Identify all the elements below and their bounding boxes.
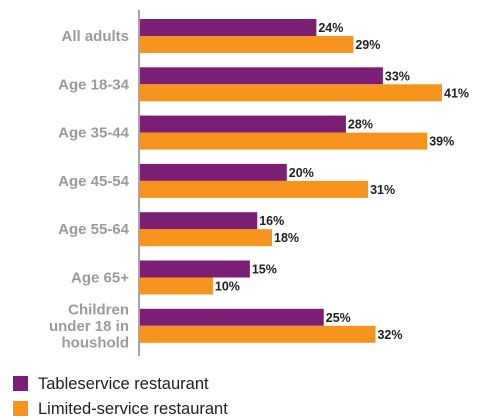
category-label-line: Age 55-64 — [58, 221, 130, 238]
category-label-5: Age 65+ — [71, 270, 129, 287]
bar-limited-service-0 — [139, 36, 354, 53]
value-label-tableservice-5: 15% — [252, 263, 277, 277]
bar-limited-service-6 — [139, 325, 376, 343]
value-label-tableservice-0: 24% — [318, 21, 343, 35]
legend-label-tableservice: Tableservice restaurant — [38, 375, 209, 393]
bar-tableservice-2 — [139, 115, 346, 133]
category-label-2: Age 35-44 — [58, 125, 130, 142]
value-label-limited-service-0: 29% — [355, 38, 380, 52]
bar-limited-service-3 — [139, 180, 369, 198]
category-label-line: houshold — [62, 334, 130, 351]
value-label-limited-service-2: 39% — [429, 135, 454, 149]
category-label-line: Age 65+ — [71, 270, 129, 287]
category-label-4: Age 55-64 — [58, 221, 130, 238]
bar-tableservice-0 — [139, 19, 317, 36]
bar-tableservice-3 — [139, 163, 287, 181]
value-label-limited-service-3: 31% — [370, 183, 395, 197]
legend-swatch-limited-service — [13, 401, 28, 416]
category-label-0: All adults — [61, 28, 129, 45]
legend: Tableservice restaurant Limited-service r… — [13, 375, 228, 418]
bar-tableservice-5 — [139, 260, 250, 278]
value-label-tableservice-2: 28% — [348, 118, 373, 132]
category-label-6: Children under 18 in houshold — [49, 301, 129, 351]
bar-limited-service-4 — [139, 229, 273, 247]
category-label-1: Age 18-34 — [58, 76, 130, 93]
bar-tableservice-1 — [139, 67, 383, 85]
value-label-tableservice-3: 20% — [289, 166, 314, 180]
bar-tableservice-4 — [139, 212, 258, 230]
value-label-tableservice-1: 33% — [385, 69, 410, 83]
category-labels: All adults Age 18-34 Age 35-44 Age 45-54 Age… — [49, 28, 130, 351]
category-label-3: Age 45-54 — [58, 173, 130, 190]
value-label-limited-service-5: 10% — [215, 280, 240, 294]
category-label-line: Age 35-44 — [58, 125, 130, 142]
value-label-limited-service-1: 41% — [444, 86, 469, 100]
bar-limited-service-2 — [139, 132, 428, 150]
value-labels: 24% 29% 33% 41% 28% 39% 20% 31% 16% 18% 15% 10% 25% 3… — [215, 21, 469, 342]
category-label-line: Age 18-34 — [58, 76, 130, 93]
category-label-line: Children — [68, 301, 129, 318]
bars-group — [139, 19, 442, 343]
legend-swatch-tableservice — [13, 376, 28, 391]
bar-tableservice-6 — [139, 308, 324, 326]
value-label-tableservice-4: 16% — [259, 214, 284, 228]
value-label-tableservice-6: 25% — [326, 311, 351, 325]
category-label-line: under 18 in — [49, 318, 129, 335]
legend-label-limited-service: Limited-service restaurant — [38, 400, 228, 418]
value-label-limited-service-6: 32% — [377, 328, 402, 342]
category-label-line: All adults — [61, 28, 129, 45]
bar-limited-service-1 — [139, 84, 442, 102]
category-label-line: Age 45-54 — [58, 173, 130, 190]
bar-limited-service-5 — [139, 277, 213, 295]
value-label-limited-service-4: 18% — [274, 231, 299, 245]
